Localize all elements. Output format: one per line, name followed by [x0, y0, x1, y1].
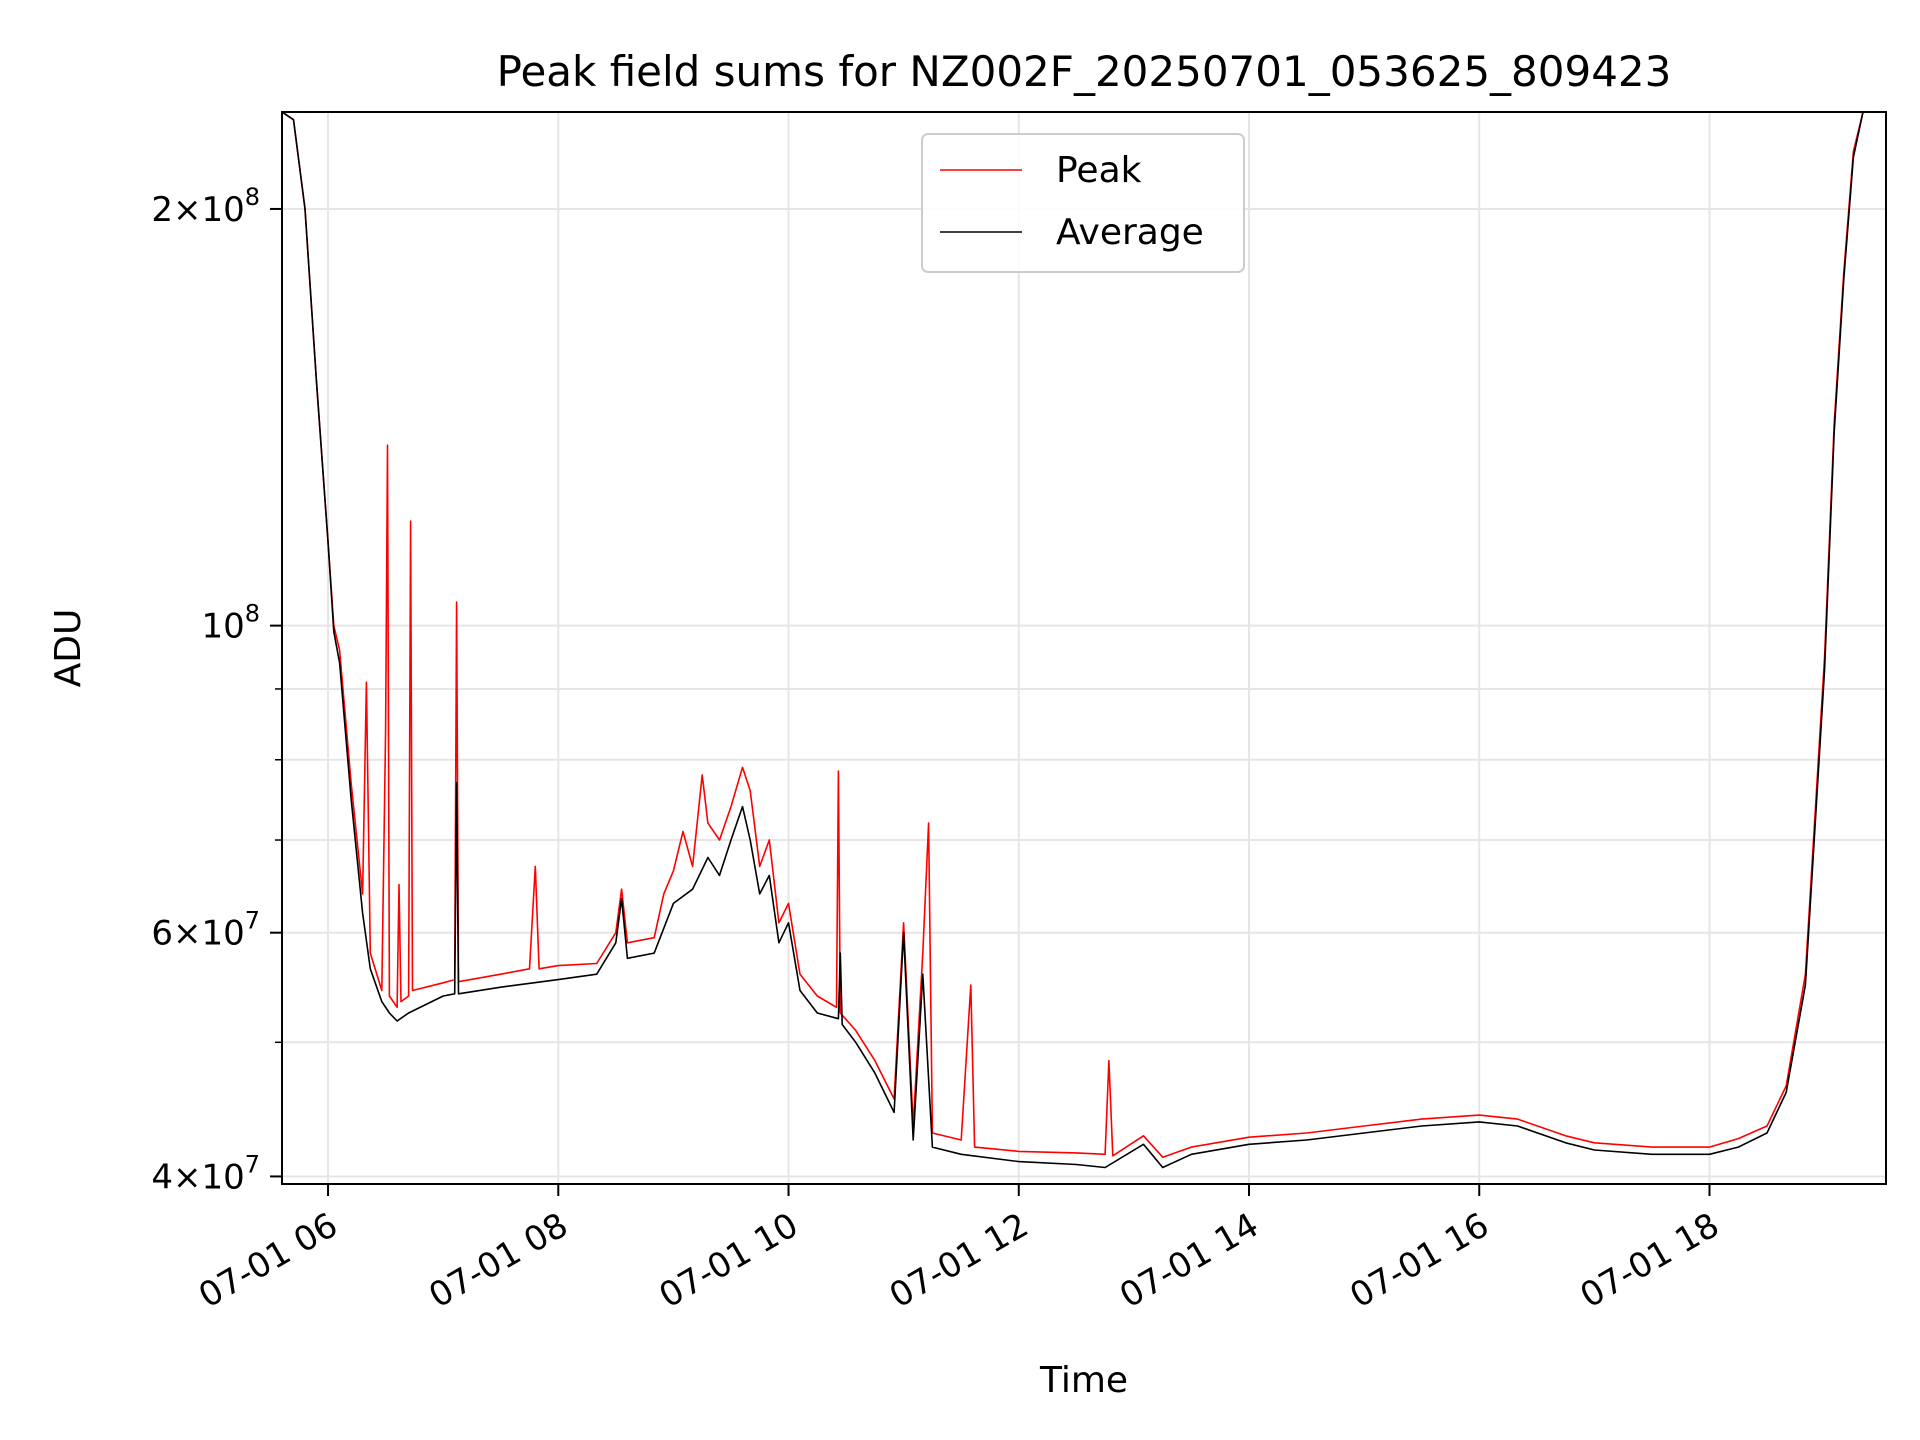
legend: Peak Average: [921, 133, 1245, 273]
x-axis-label: Time: [1039, 1360, 1128, 1401]
y-tick-label: 6×107: [151, 907, 260, 954]
y-tick-label: 2×108: [151, 183, 260, 230]
legend-label-average: Average: [1056, 212, 1204, 253]
series-line-average: [282, 112, 1886, 1169]
legend-label-peak: Peak: [1056, 150, 1142, 191]
series-line-peak: [282, 112, 1886, 1158]
y-axis-label: ADU: [48, 609, 89, 688]
series-group: [282, 112, 1886, 1169]
legend-box: [921, 133, 1245, 273]
y-tick-label: 4×107: [151, 1150, 260, 1197]
plot-frame: [281, 111, 1887, 1185]
chart-title: Peak field sums for NZ002F_20250701_0536…: [497, 47, 1672, 96]
